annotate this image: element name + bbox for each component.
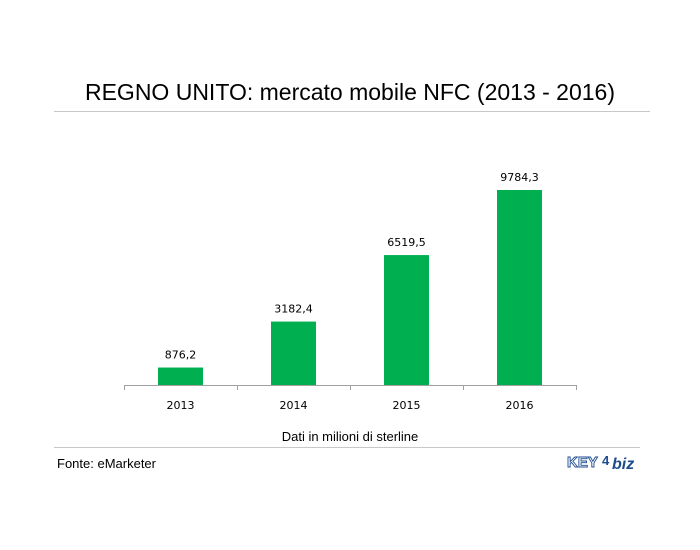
logo-4-text: 4 xyxy=(602,453,610,468)
bar-2015 xyxy=(384,255,429,385)
data-label-2014: 3182,4 xyxy=(274,303,313,316)
data-label-2016: 9784,3 xyxy=(500,171,539,184)
title-divider xyxy=(54,111,650,112)
x-axis: 2013 2014 2015 2016 xyxy=(124,385,577,412)
data-label-2013: 876,2 xyxy=(165,349,197,362)
logo-group: KEY 4 biz xyxy=(567,453,635,473)
x-tick-label-2014: 2014 xyxy=(280,399,308,412)
x-tick-label-2013: 2013 xyxy=(167,399,195,412)
bar-2014 xyxy=(271,321,316,385)
logo-key-text: KEY xyxy=(567,454,598,471)
data-labels-group: 876,2 3182,4 6519,5 9784,3 xyxy=(165,171,539,362)
source-text: Fonte: eMarketer xyxy=(57,456,156,471)
logo-biz-text: biz xyxy=(612,456,634,473)
footer-divider xyxy=(54,447,640,448)
x-tick-label-2015: 2015 xyxy=(393,399,421,412)
x-tick-label-2016: 2016 xyxy=(506,399,534,412)
bar-2013 xyxy=(158,367,203,385)
key4biz-logo: KEY 4 biz xyxy=(567,453,635,473)
chart-title: REGNO UNITO: mercato mobile NFC (2013 - … xyxy=(84,79,615,105)
data-label-2015: 6519,5 xyxy=(387,236,426,249)
units-note: Dati in milioni di sterline xyxy=(281,429,419,444)
bars-group xyxy=(158,190,542,385)
bar-2016 xyxy=(497,190,542,385)
